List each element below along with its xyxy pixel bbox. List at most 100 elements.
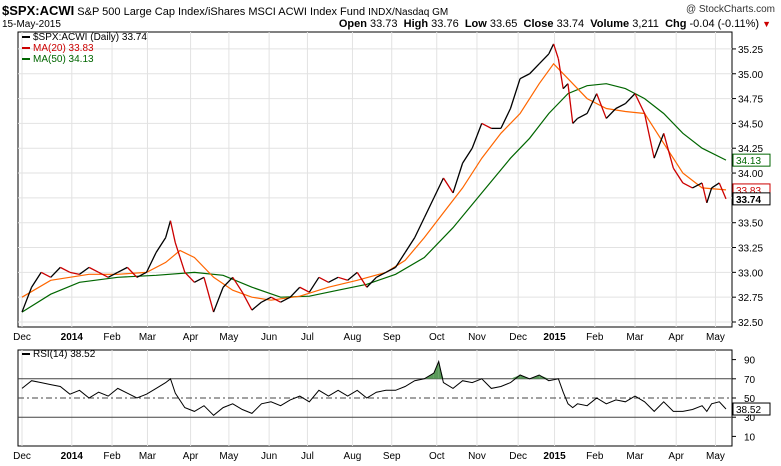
rsi-tick-label: 30 bbox=[744, 413, 756, 424]
rsi-x-tick-label: Nov bbox=[468, 451, 486, 462]
rsi-x-tick-label: Jun bbox=[261, 451, 277, 462]
price-segment bbox=[107, 271, 119, 278]
price-tick-label: 35.25 bbox=[738, 45, 763, 56]
price-segment bbox=[145, 252, 157, 273]
rsi-y-axis: 10 30 50 70 90 38.52 bbox=[732, 356, 771, 443]
price-segment bbox=[337, 276, 348, 281]
price-tick-label: 34.75 bbox=[738, 95, 763, 106]
price-segment bbox=[40, 271, 52, 278]
close-label: Close bbox=[523, 18, 554, 30]
legend-label: MA(20) 33.83 bbox=[33, 43, 94, 54]
price-segment bbox=[718, 182, 727, 200]
price-segment bbox=[165, 220, 172, 238]
price-segment bbox=[414, 217, 425, 238]
price-segment bbox=[663, 133, 674, 169]
price-segment bbox=[548, 43, 555, 55]
rsi-x-tick-label: Mar bbox=[139, 451, 157, 462]
open-label: Open bbox=[338, 18, 367, 30]
rsi-x-tick-label: 2014 bbox=[61, 451, 84, 462]
price-segment bbox=[136, 271, 147, 278]
rsi-legend-label: RSI(14) 38.52 bbox=[33, 349, 96, 360]
price-y-axis: 32.5032.7533.0033.2533.5033.7534.0034.25… bbox=[732, 45, 771, 329]
price-segment bbox=[567, 83, 574, 124]
price-segment bbox=[557, 58, 564, 89]
price-segment bbox=[169, 220, 176, 243]
price-segment bbox=[241, 291, 253, 311]
price-segment bbox=[376, 271, 387, 278]
price-segment bbox=[385, 266, 396, 273]
price-x-tick-label: Aug bbox=[344, 332, 362, 343]
price-x-tick-label: Feb bbox=[103, 332, 121, 343]
price-segment bbox=[615, 102, 626, 110]
price-segment bbox=[653, 133, 665, 159]
price-segment bbox=[366, 276, 377, 288]
price-segment bbox=[562, 83, 569, 90]
price-marker-box bbox=[732, 192, 771, 206]
price-panel bbox=[17, 31, 733, 328]
price-segment bbox=[395, 252, 406, 268]
price-segment bbox=[328, 276, 339, 283]
price-segment bbox=[270, 296, 281, 303]
price-marker-label: 33.83 bbox=[736, 186, 761, 197]
price-segment bbox=[404, 237, 416, 253]
low-value: 33.65 bbox=[489, 18, 518, 30]
price-segment bbox=[194, 276, 205, 283]
price-segment bbox=[471, 123, 483, 149]
price-segment bbox=[452, 162, 464, 194]
price-segment bbox=[251, 301, 262, 311]
rsi-x-tick-label: Feb bbox=[586, 451, 604, 462]
price-segment bbox=[643, 113, 655, 159]
price-segment bbox=[519, 73, 530, 80]
price-segment bbox=[624, 93, 636, 104]
price-segment bbox=[212, 287, 224, 313]
rsi-line bbox=[21, 359, 727, 416]
volume-label: Volume bbox=[590, 18, 630, 30]
price-segment bbox=[462, 147, 473, 164]
price-x-axis: Dec 2014 Feb Mar Apr May Jun Jul Aug Sep Oct Nov Dec… bbox=[13, 332, 725, 343]
price-tick-label: 33.25 bbox=[738, 244, 763, 255]
price-segment bbox=[280, 296, 291, 303]
rsi-x-tick-label: Apr bbox=[668, 451, 684, 462]
price-x-tick-label: Dec bbox=[13, 332, 31, 343]
ma50-line bbox=[21, 83, 727, 313]
rsi-tick-label: 50 bbox=[744, 394, 756, 405]
price-segment bbox=[155, 237, 167, 253]
price-segment bbox=[577, 112, 588, 120]
price-segment bbox=[308, 276, 320, 293]
price-segment bbox=[50, 266, 61, 278]
rsi-x-tick-label: Feb bbox=[103, 451, 121, 462]
price-x-tick-label: Mar bbox=[139, 332, 157, 343]
rsi-x-tick-label: Dec bbox=[509, 451, 527, 462]
down-arrow-icon: ▼ bbox=[762, 19, 771, 29]
ma20-line bbox=[21, 62, 727, 301]
price-x-tick-label: Apr bbox=[668, 332, 684, 343]
price-segment bbox=[572, 117, 579, 124]
low-label: Low bbox=[464, 18, 487, 30]
price-segment bbox=[318, 276, 329, 283]
price-tick-label: 32.50 bbox=[738, 318, 763, 329]
price-segment bbox=[706, 187, 713, 204]
price-segment bbox=[701, 182, 708, 203]
price-x-tick-label: Jul bbox=[301, 332, 314, 343]
price-segment bbox=[117, 266, 128, 273]
instrument-name: S&P 500 Large Cap Index/iShares MSCI ACW… bbox=[77, 6, 366, 18]
rsi-lines bbox=[21, 359, 727, 416]
rsi-x-tick-label: Jul bbox=[301, 451, 314, 462]
rsi-x-tick-label: May bbox=[706, 451, 725, 462]
price-segment bbox=[692, 182, 703, 189]
price-segment bbox=[538, 53, 550, 65]
rsi-x-tick-label: Dec bbox=[13, 451, 31, 462]
price-segment bbox=[79, 266, 90, 275]
price-marker-box bbox=[732, 153, 771, 167]
price-tick-label: 33.50 bbox=[738, 219, 763, 230]
price-tick-label: 34.50 bbox=[738, 119, 763, 130]
rsi-x-tick-label: May bbox=[219, 451, 238, 462]
price-segment bbox=[529, 63, 540, 75]
price-x-tick-label: 2014 bbox=[61, 332, 84, 343]
chg-label: Chg bbox=[665, 18, 687, 30]
rsi-x-tick-label: Aug bbox=[344, 451, 362, 462]
price-x-tick-label: Feb bbox=[586, 332, 604, 343]
price-segment bbox=[31, 271, 42, 288]
